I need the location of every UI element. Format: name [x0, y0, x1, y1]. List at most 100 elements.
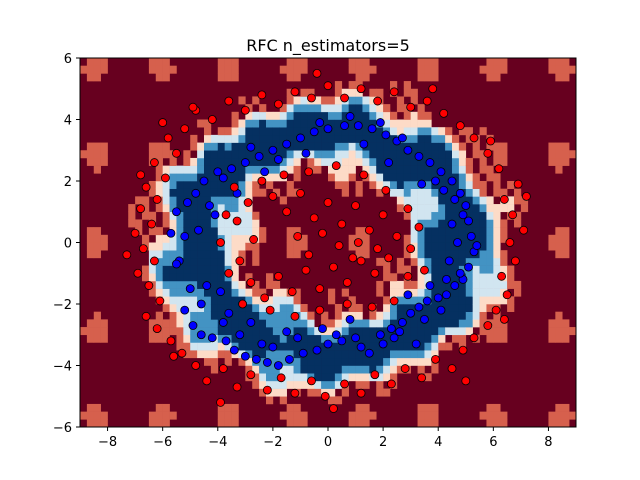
region-cell [500, 219, 508, 228]
region-cell [555, 334, 563, 343]
region-cell [252, 127, 260, 136]
region-cell [300, 342, 308, 351]
y-tick-label: −2 [53, 298, 72, 313]
red-point [510, 256, 520, 266]
region-cell [210, 134, 219, 143]
region-cell [424, 204, 432, 213]
region-cell [321, 334, 329, 343]
region-cell [155, 150, 163, 159]
blue-point [188, 321, 198, 330]
region-cell [176, 165, 184, 174]
region-cell [355, 73, 363, 82]
region-cell [307, 357, 315, 366]
region-cell [176, 342, 184, 351]
red-point [273, 99, 283, 109]
region-cell [245, 334, 253, 343]
region-cell [204, 127, 212, 136]
region-cell [300, 357, 308, 366]
region-cell [245, 181, 253, 189]
region-cell [210, 280, 219, 289]
region-cell [348, 81, 356, 90]
region-cell [204, 242, 212, 251]
region-cell [390, 365, 398, 374]
region-cell [231, 234, 239, 243]
region-cell [369, 342, 377, 351]
region-cell [410, 280, 418, 289]
region-cell [217, 219, 225, 228]
red-point [370, 370, 380, 380]
region-cell [362, 58, 370, 66]
region-cell [479, 273, 487, 282]
region-cell [272, 142, 281, 151]
region-cell [417, 127, 425, 136]
region-cell [369, 411, 377, 420]
region-cell [321, 350, 329, 359]
region-cell [93, 334, 101, 343]
region-cell [272, 119, 281, 128]
region-cell [390, 280, 398, 289]
region-cell [231, 327, 239, 336]
region-cell [128, 211, 136, 220]
region-cell [286, 88, 294, 97]
region-cell [238, 357, 246, 366]
region-cell [500, 58, 508, 66]
red-point [389, 296, 399, 306]
region-cell [148, 319, 157, 328]
region-cell [238, 219, 246, 228]
region-cell [293, 58, 301, 66]
region-cell [155, 165, 163, 174]
region-cell [259, 104, 267, 113]
region-cell [396, 296, 405, 305]
region-cell [190, 304, 198, 312]
blue-point [455, 268, 465, 278]
region-cell [383, 265, 391, 274]
region-cell [465, 319, 473, 328]
region-cell [231, 211, 239, 220]
region-cell [445, 265, 453, 274]
region-cell [148, 419, 157, 427]
region-cell [396, 188, 405, 197]
region-cell [204, 157, 212, 166]
region-cell [507, 304, 515, 312]
region-cell [410, 227, 418, 236]
region-cell [238, 211, 246, 220]
region-cell [204, 296, 212, 305]
region-cell [183, 273, 191, 282]
region-cell [238, 96, 246, 105]
region-cell [465, 250, 473, 259]
x-tick-label: 6 [489, 435, 497, 450]
region-cell [500, 257, 508, 266]
region-cell [245, 342, 253, 351]
region-cell [362, 134, 370, 143]
region-cell [93, 419, 101, 427]
region-cell [465, 227, 473, 236]
region-cell [417, 327, 425, 336]
region-cell [245, 273, 253, 282]
blue-point [414, 151, 424, 161]
region-cell [507, 273, 515, 282]
red-point [431, 354, 440, 364]
region-cell [383, 173, 391, 182]
region-cell [210, 173, 219, 182]
region-cell [334, 365, 343, 374]
red-point [403, 271, 413, 281]
region-cell [348, 119, 356, 128]
region-cell [314, 380, 322, 389]
blue-point [455, 188, 465, 198]
region-cell [431, 250, 439, 259]
region-cell [396, 104, 405, 113]
region-cell [548, 142, 556, 151]
region-cell [479, 150, 487, 159]
region-cell [204, 350, 212, 359]
region-cell [486, 142, 494, 151]
region-cell [562, 403, 570, 412]
region-cell [231, 173, 239, 182]
region-cell [197, 119, 205, 128]
region-cell [231, 58, 239, 66]
region-cell [307, 311, 315, 320]
blue-point [458, 210, 468, 220]
region-cell [479, 311, 487, 320]
region-cell [162, 419, 170, 427]
region-cell [176, 296, 184, 305]
region-cell [486, 65, 494, 74]
